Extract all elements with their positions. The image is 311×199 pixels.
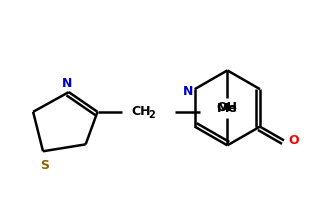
Text: N: N <box>182 85 193 98</box>
Text: Me: Me <box>217 102 238 115</box>
Text: OH: OH <box>217 101 238 114</box>
Text: 2: 2 <box>148 110 155 120</box>
Text: N: N <box>62 77 72 90</box>
Text: S: S <box>40 159 49 172</box>
Text: CH: CH <box>131 105 151 118</box>
Text: O: O <box>288 134 299 147</box>
